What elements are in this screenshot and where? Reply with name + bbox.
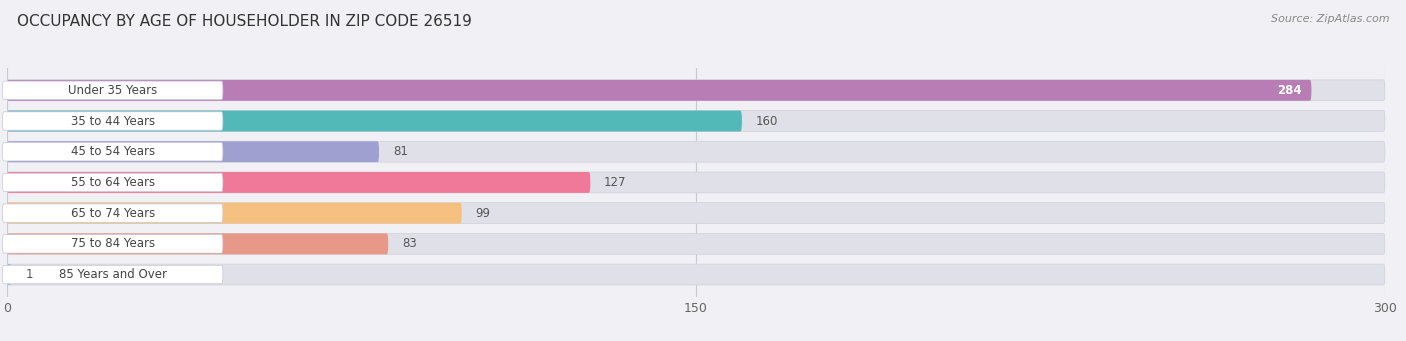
Text: 45 to 54 Years: 45 to 54 Years bbox=[70, 145, 155, 158]
Text: Source: ZipAtlas.com: Source: ZipAtlas.com bbox=[1271, 14, 1389, 24]
FancyBboxPatch shape bbox=[7, 110, 742, 132]
Text: 83: 83 bbox=[402, 237, 416, 250]
FancyBboxPatch shape bbox=[7, 172, 1385, 193]
FancyBboxPatch shape bbox=[7, 264, 1385, 285]
FancyBboxPatch shape bbox=[3, 265, 224, 284]
FancyBboxPatch shape bbox=[3, 235, 224, 253]
Text: 1: 1 bbox=[25, 268, 32, 281]
FancyBboxPatch shape bbox=[7, 233, 1385, 254]
Text: 75 to 84 Years: 75 to 84 Years bbox=[70, 237, 155, 250]
Text: 55 to 64 Years: 55 to 64 Years bbox=[70, 176, 155, 189]
FancyBboxPatch shape bbox=[3, 204, 224, 222]
FancyBboxPatch shape bbox=[7, 80, 1385, 101]
Text: 65 to 74 Years: 65 to 74 Years bbox=[70, 207, 155, 220]
FancyBboxPatch shape bbox=[3, 173, 224, 192]
FancyBboxPatch shape bbox=[7, 264, 11, 285]
FancyBboxPatch shape bbox=[7, 203, 461, 224]
Text: Under 35 Years: Under 35 Years bbox=[67, 84, 157, 97]
FancyBboxPatch shape bbox=[7, 233, 388, 254]
Text: OCCUPANCY BY AGE OF HOUSEHOLDER IN ZIP CODE 26519: OCCUPANCY BY AGE OF HOUSEHOLDER IN ZIP C… bbox=[17, 14, 472, 29]
Text: 99: 99 bbox=[475, 207, 491, 220]
FancyBboxPatch shape bbox=[7, 203, 1385, 224]
Text: 85 Years and Over: 85 Years and Over bbox=[59, 268, 167, 281]
Text: 81: 81 bbox=[392, 145, 408, 158]
FancyBboxPatch shape bbox=[7, 141, 1385, 162]
FancyBboxPatch shape bbox=[7, 110, 1385, 132]
Text: 127: 127 bbox=[605, 176, 627, 189]
FancyBboxPatch shape bbox=[3, 81, 224, 100]
FancyBboxPatch shape bbox=[7, 141, 380, 162]
FancyBboxPatch shape bbox=[3, 143, 224, 161]
FancyBboxPatch shape bbox=[3, 112, 224, 130]
FancyBboxPatch shape bbox=[7, 172, 591, 193]
FancyBboxPatch shape bbox=[7, 80, 1312, 101]
Text: 284: 284 bbox=[1278, 84, 1302, 97]
Text: 160: 160 bbox=[755, 115, 778, 128]
Text: 35 to 44 Years: 35 to 44 Years bbox=[70, 115, 155, 128]
